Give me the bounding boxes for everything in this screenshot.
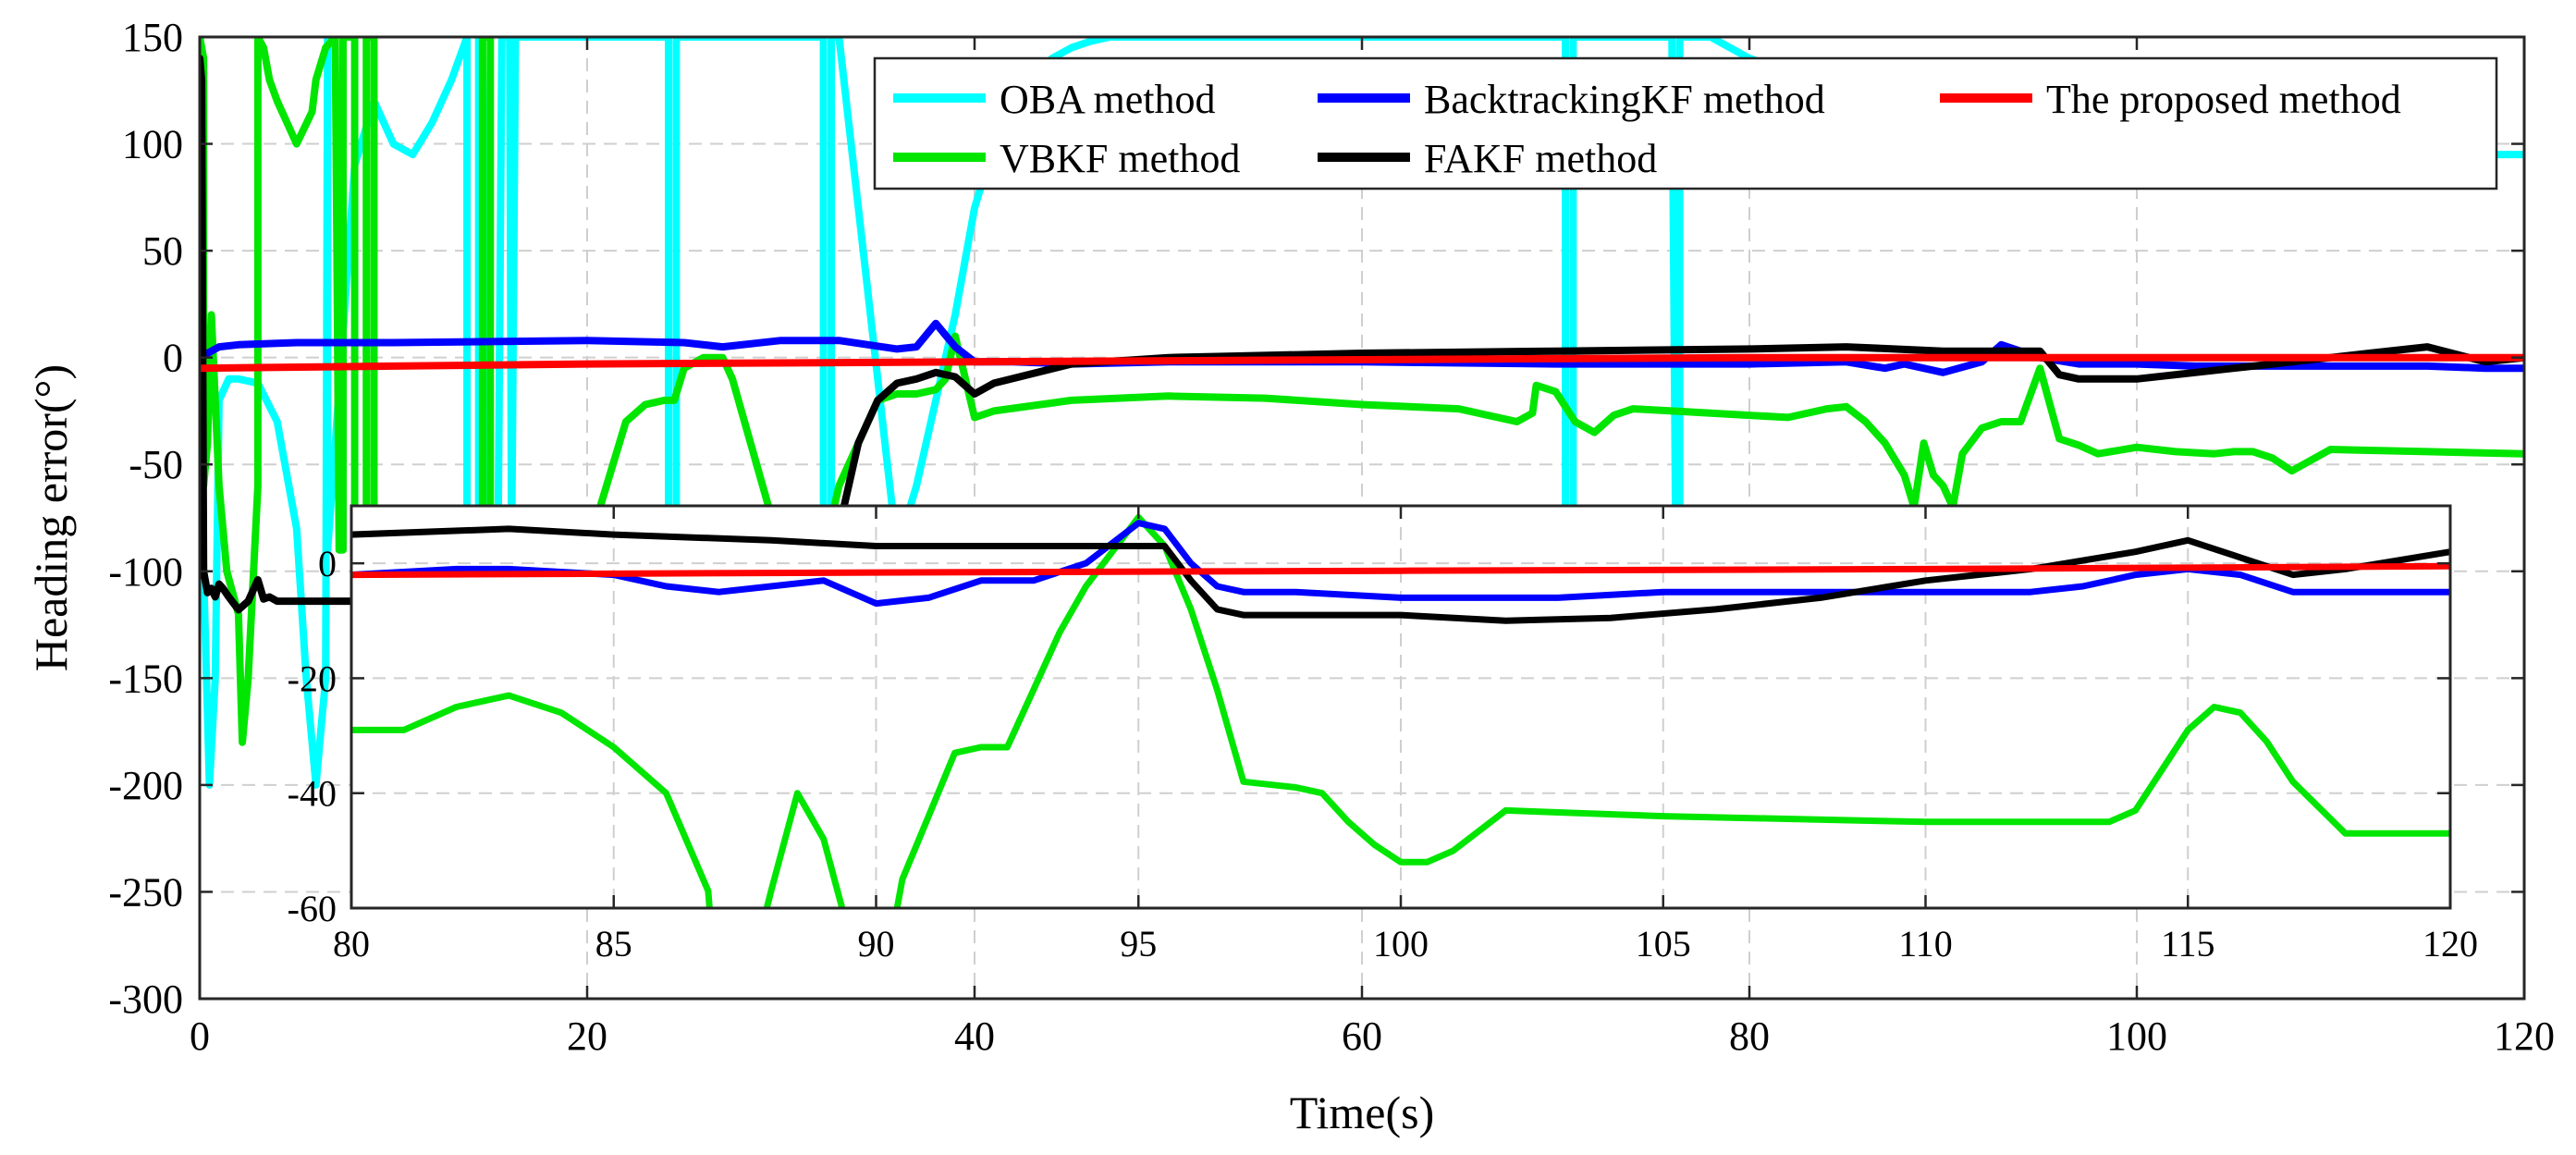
inset-x-tick-label: 105 <box>1636 923 1691 965</box>
inset-series-fakf-method <box>351 525 2450 624</box>
main-x-tick-labels: 0 20 40 60 80 100 120 <box>190 1014 2555 1059</box>
inset-y-tick-label: -60 <box>288 888 337 929</box>
inset-x-tick-label: 85 <box>595 923 632 965</box>
inset-y-tick-label: 0 <box>318 543 337 584</box>
inset-x-tick-label: 110 <box>1898 923 1953 965</box>
legend: OBA method BacktrackingKF method The propo… <box>873 56 2498 190</box>
main-x-tick-label: 120 <box>2494 1014 2555 1059</box>
legend-box <box>873 56 2498 190</box>
inset-ticks <box>350 506 2452 910</box>
inset-y-tick-label: -40 <box>288 773 337 815</box>
main-series-the-proposed-method <box>200 353 2524 373</box>
main-x-tick-label: 40 <box>954 1014 995 1059</box>
inset-y-tick-label: -20 <box>288 657 337 699</box>
main-y-tick-label: -50 <box>129 442 183 487</box>
inset-series-backtrackingkf-method <box>351 520 2450 608</box>
x-axis-label: Time(s) <box>1290 1087 1435 1138</box>
legend-label-backtrackingkf-method: BacktrackingKF method <box>1424 77 1825 122</box>
inset-series-the-proposed-method <box>351 562 2450 579</box>
main-y-tick-label: -300 <box>108 977 183 1022</box>
main-y-tick-label: 150 <box>122 15 183 60</box>
inset-x-tick-label: 100 <box>1373 923 1429 965</box>
main-ticks <box>198 35 2526 1001</box>
main-y-tick-label: -100 <box>108 549 183 595</box>
legend-label-fakf-method: FAKF method <box>1424 136 1657 181</box>
legend-label-oba-method: OBA method <box>1000 77 1215 122</box>
y-axis-label: Heading error(°) <box>25 364 77 671</box>
main-y-tick-label: 0 <box>163 336 183 381</box>
main-series-fakf-method <box>200 55 2524 614</box>
inset-x-tick-label: 95 <box>1120 923 1157 965</box>
inset-y-tick-labels: 0 -20 -40 -60 <box>288 543 337 929</box>
main-y-tick-label: 50 <box>142 228 183 274</box>
inset-series-group <box>351 513 2450 908</box>
inset-x-tick-label: 80 <box>333 923 370 965</box>
main-y-tick-label: -150 <box>108 656 183 701</box>
legend-label-the-proposed-method: The proposed method <box>2046 77 2401 122</box>
legend-label-vbkf-method: VBKF method <box>1000 136 1240 181</box>
inset-x-tick-label: 120 <box>2423 923 2478 965</box>
main-x-tick-label: 0 <box>190 1014 210 1059</box>
main-y-tick-label: 100 <box>122 122 183 167</box>
main-x-tick-label: 80 <box>1729 1014 1770 1059</box>
inset-x-tick-labels: 80 85 90 95 100 105 110 115 120 <box>333 923 2478 965</box>
legend-items: OBA method BacktrackingKF method The propo… <box>893 77 2401 181</box>
main-x-tick-label: 20 <box>567 1014 607 1059</box>
main-y-tick-label: -200 <box>108 763 183 808</box>
inset-series-vbkf-method <box>351 513 2450 908</box>
inset-axes: 80 85 90 95 100 105 110 115 120 0 -20 -40 -60 <box>288 504 2478 965</box>
inset-x-tick-label: 115 <box>2161 923 2215 965</box>
main-x-tick-label: 100 <box>2106 1014 2167 1059</box>
main-y-tick-label: -250 <box>108 869 183 915</box>
main-x-tick-label: 60 <box>1342 1014 1382 1059</box>
main-y-tick-labels: 150 100 50 0 -50 -100 -150 -200 -250 -300 <box>108 15 183 1022</box>
inset-x-tick-label: 90 <box>858 923 895 965</box>
